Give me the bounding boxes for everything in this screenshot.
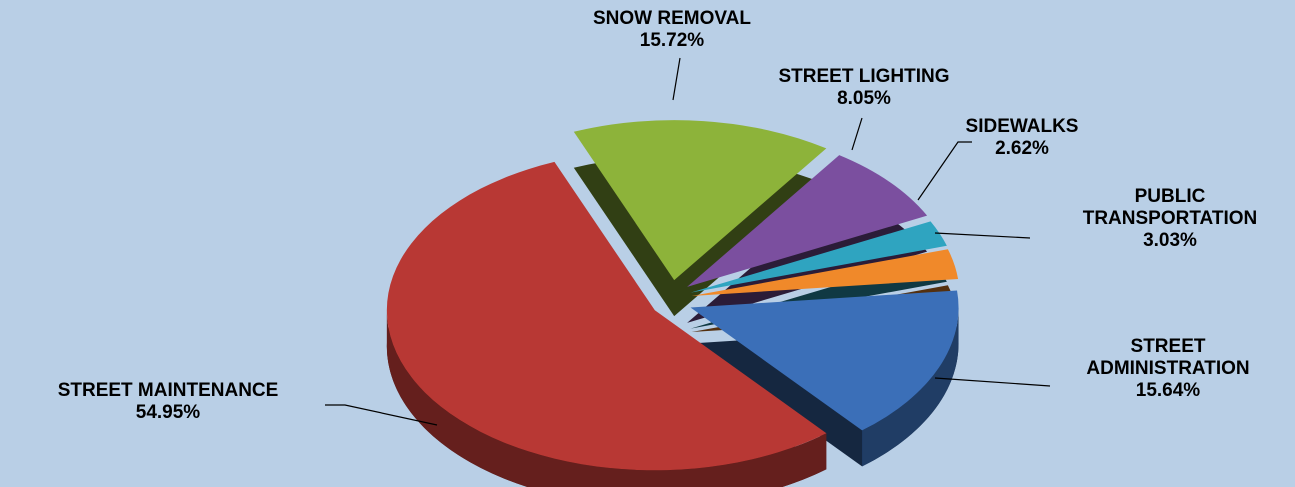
value-label: 8.05% bbox=[837, 88, 891, 109]
slice-label: SIDEWALKS 2.62% bbox=[912, 116, 1132, 160]
leader-line bbox=[917, 141, 972, 201]
slice bbox=[690, 221, 947, 293]
value-label: 2.62% bbox=[995, 138, 1049, 159]
leader-line bbox=[934, 232, 1031, 239]
value-label: 3.03% bbox=[1143, 230, 1197, 251]
leader-line bbox=[851, 117, 863, 151]
category-name: STREET ADMINISTRATION bbox=[1086, 336, 1250, 379]
value-label: 15.64% bbox=[1135, 380, 1201, 401]
category-name: PUBLIC TRANSPORTATION bbox=[1082, 186, 1258, 229]
slice bbox=[691, 249, 959, 296]
slice-label: SNOW REMOVAL 15.72% bbox=[542, 8, 802, 52]
leader-line bbox=[934, 377, 1051, 387]
leader-line bbox=[672, 57, 681, 101]
category-name: STREET LIGHTING bbox=[778, 66, 950, 87]
slice-label: STREET ADMINISTRATION 15.64% bbox=[1068, 336, 1268, 402]
slice-wall bbox=[862, 307, 959, 467]
pie bbox=[386, 120, 959, 487]
slice-label: STREET LIGHTING 8.05% bbox=[734, 66, 994, 110]
slice bbox=[573, 120, 827, 281]
slice bbox=[386, 161, 827, 471]
category-name: SNOW REMOVAL bbox=[593, 8, 751, 29]
leader-lines bbox=[325, 57, 1051, 426]
slice-label: PUBLIC TRANSPORTATION 3.03% bbox=[1070, 186, 1270, 252]
value-label: 54.95% bbox=[135, 402, 201, 423]
category-name: STREET MAINTENANCE bbox=[57, 380, 279, 401]
slice-wall bbox=[386, 310, 827, 487]
leader-line bbox=[325, 404, 438, 426]
slice bbox=[687, 155, 928, 287]
category-name: SIDEWALKS bbox=[965, 116, 1079, 137]
slice-label: STREET MAINTENANCE 54.95% bbox=[0, 380, 338, 424]
value-label: 15.72% bbox=[639, 30, 705, 51]
slice bbox=[690, 290, 959, 431]
